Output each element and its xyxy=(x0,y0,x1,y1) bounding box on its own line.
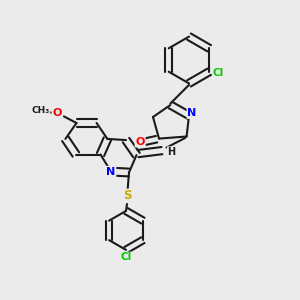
Text: Cl: Cl xyxy=(213,68,224,78)
Text: S: S xyxy=(123,189,132,203)
Text: Cl: Cl xyxy=(120,252,132,262)
Text: H: H xyxy=(167,147,176,157)
Text: CH₃: CH₃ xyxy=(32,106,50,115)
Text: N: N xyxy=(188,108,196,118)
Text: O: O xyxy=(135,136,145,147)
Text: N: N xyxy=(106,167,116,177)
Text: O: O xyxy=(52,107,62,118)
